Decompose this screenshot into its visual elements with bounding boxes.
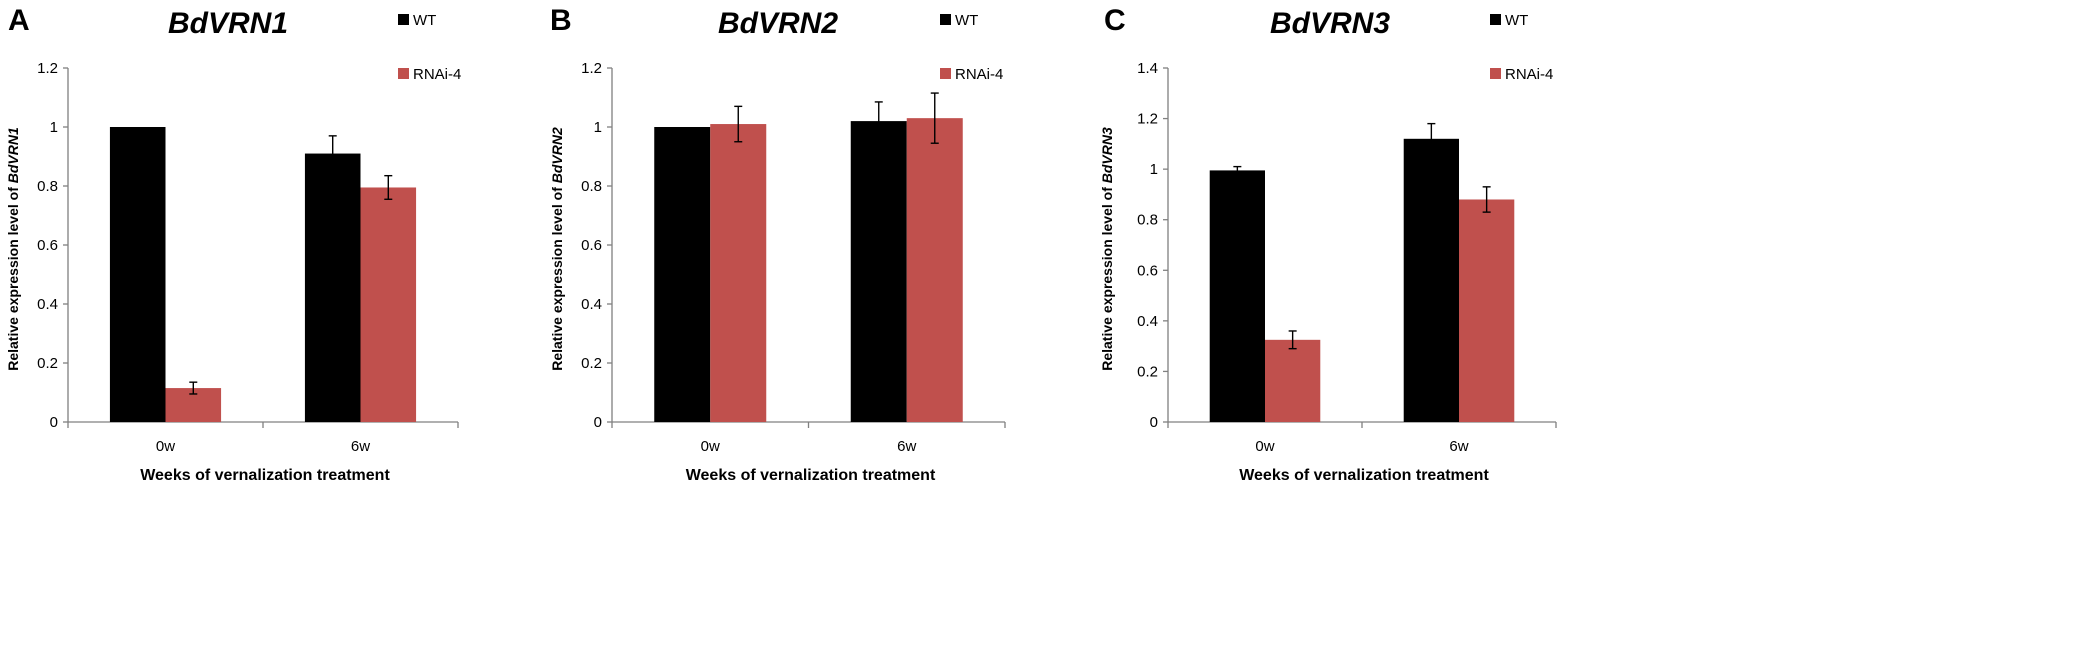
x-tick-label: 0w [156,438,175,455]
panel-letter: B [550,4,572,37]
y-tick-label: 1.4 [1137,60,1158,77]
legend-swatch-wt [398,14,409,25]
x-axis-label: Weeks of vernalization treatment [686,467,936,484]
legend-swatch-rnai [398,68,409,79]
y-axis-label-prefix: Relative expression level of [1099,183,1115,371]
y-tick-label: 0.4 [581,296,602,313]
y-tick-label: 1.2 [1137,111,1158,128]
bar-wt-6w [850,121,907,422]
y-tick-label: 1 [1150,161,1158,178]
legend-label-wt: WT [1505,12,1528,29]
y-tick-label: 0 [594,414,602,431]
panel-letter: C [1104,4,1126,37]
y-tick-label: 0.6 [1137,262,1158,279]
y-tick-label: 0.6 [581,237,602,254]
y-axis-label-gene: BdVRN1 [5,127,21,183]
bar-rnai-6w [1459,199,1515,422]
error-bar-rnai-6w [384,174,393,200]
x-axis-label: Weeks of vernalization treatment [140,467,390,484]
x-tick-label: 6w [897,438,916,455]
x-tick-label: 6w [1449,438,1468,455]
legend-swatch-rnai [1490,68,1501,79]
bar-wt-0w [654,127,711,422]
y-tick-label: 0.8 [1137,212,1158,229]
panel-letter: A [8,4,30,37]
bar-rnai-0w [710,124,767,423]
legend-swatch-rnai [940,68,951,79]
bar-wt-6w [304,153,361,423]
bar-rnai-0w [1265,339,1321,422]
y-tick-label: 0 [50,414,58,431]
x-axis-label: Weeks of vernalization treatment [1239,467,1489,484]
chart-title: BdVRN2 [718,7,838,40]
y-tick-label: 0.2 [37,355,58,372]
error-bar-wt-6w [874,101,883,141]
bar-rnai-6w [360,187,417,422]
x-tick-label: 0w [701,438,720,455]
y-tick-label: 0.6 [37,237,58,254]
legend-label-wt: WT [413,12,436,29]
x-tick-label: 0w [1255,438,1274,455]
bar-rnai-6w [906,118,963,423]
legend-label-rnai: RNAi-4 [1505,66,1553,83]
chart-panel-c: C BdVRN3 WT RNAi-4 0 0.2 0.4 0.6 0.8 1 1.2 1.4 0w 6w W… [1099,4,1557,484]
y-axis-label-prefix: Relative expression level of [549,183,565,371]
error-bar-rnai-0w [1288,330,1297,350]
y-tick-label: 0.8 [37,178,58,195]
y-axis-label-gene: BdVRN2 [549,127,565,183]
x-tick-label: 6w [351,438,370,455]
error-bar-wt-6w [1427,122,1436,155]
y-tick-label: 1 [50,119,58,136]
y-tick-label: 1 [594,119,602,136]
bar-wt-0w [1209,170,1265,422]
error-bar-wt-6w [328,135,337,172]
error-bar-rnai-0w [734,105,743,143]
y-axis-label: Relative expression level of BdVRN2 [549,127,565,371]
legend-label-wt: WT [955,12,978,29]
y-tick-label: 0.4 [1137,313,1158,330]
legend-label-rnai: RNAi-4 [955,66,1003,83]
y-axis-label: Relative expression level of BdVRN1 [5,127,21,371]
bar-wt-0w [109,127,166,422]
chart-panel-a: A BdVRN1 WT RNAi-4 0 0.2 0.4 0.6 0.8 1 1.2 0w 6w Week… [5,4,461,484]
chart-panel-b: B BdVRN2 WT RNAi-4 0 0.2 0.4 0.6 0.8 1 1.2 0w 6w Week… [549,4,1006,484]
legend-swatch-wt [1490,14,1501,25]
legend-swatch-wt [940,14,951,25]
error-bar-rnai-0w [189,381,198,395]
y-axis-label-prefix: Relative expression level of [5,183,21,371]
error-bar-rnai-6w [930,92,939,144]
y-tick-label: 0 [1150,414,1158,431]
y-tick-label: 0.4 [37,296,58,313]
y-tick-label: 0.2 [1137,363,1158,380]
y-axis-label: Relative expression level of BdVRN3 [1099,127,1115,371]
y-tick-label: 0.2 [581,355,602,372]
y-axis-label-gene: BdVRN3 [1099,127,1115,183]
y-tick-label: 1.2 [581,60,602,77]
y-tick-label: 1.2 [37,60,58,77]
chart-title: BdVRN3 [1270,7,1390,40]
error-bar-wt-0w [1233,165,1242,175]
error-bar-rnai-6w [1482,186,1491,213]
chart-title: BdVRN1 [168,7,288,40]
legend-label-rnai: RNAi-4 [413,66,461,83]
bar-wt-6w [1403,138,1459,423]
y-tick-label: 0.8 [581,178,602,195]
